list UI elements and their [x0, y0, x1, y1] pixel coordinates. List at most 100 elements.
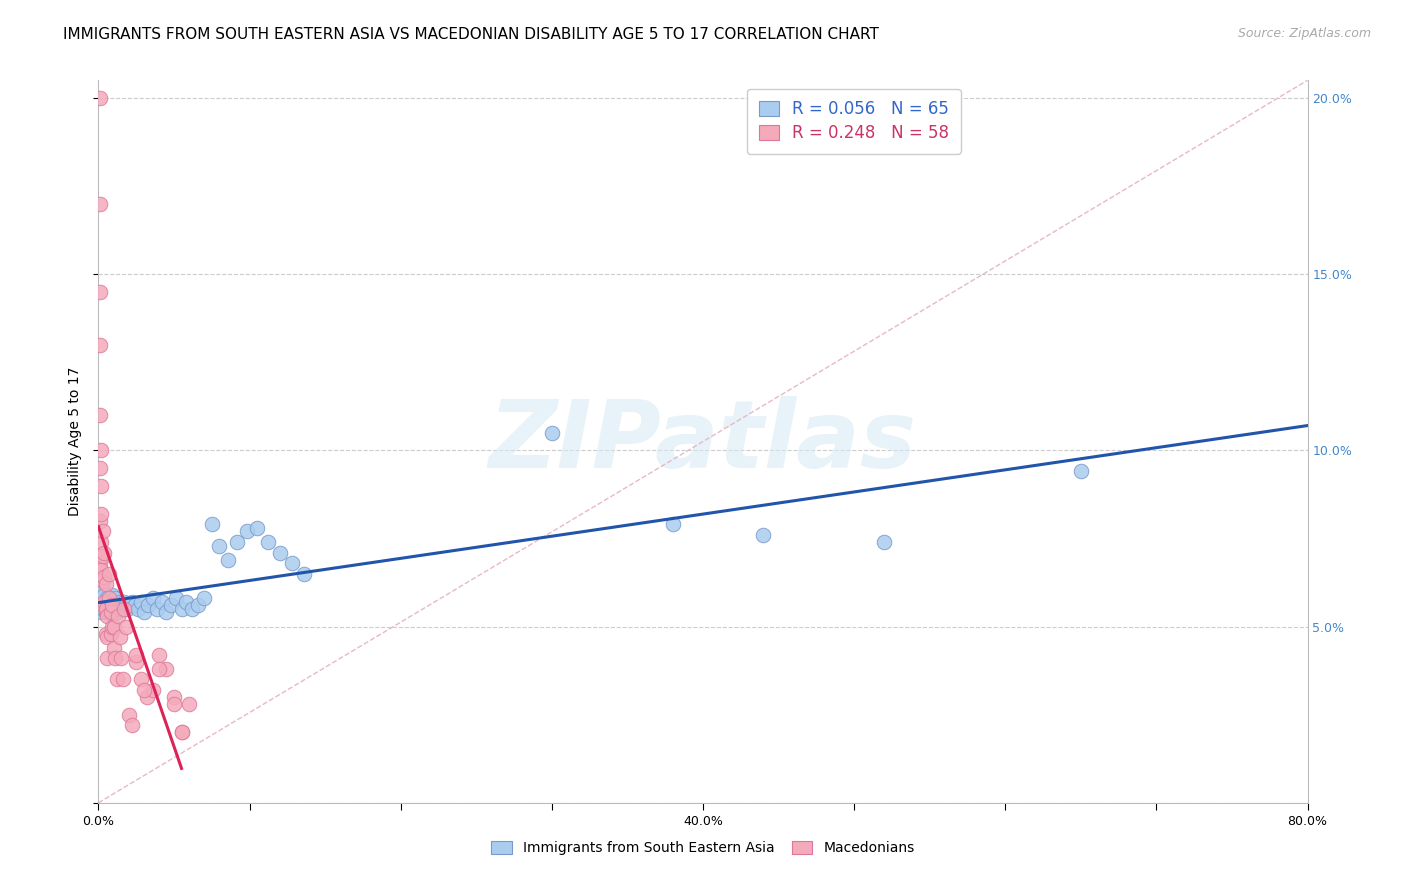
Point	[110, 651, 132, 665]
Point	[98, 606, 121, 620]
Point	[132, 606, 155, 620]
Point	[256, 535, 278, 549]
Point	[90, 535, 112, 549]
Point	[292, 566, 315, 581]
Point	[96, 591, 118, 606]
Point	[112, 602, 135, 616]
Point	[104, 591, 127, 606]
Point	[208, 539, 231, 553]
Point	[111, 673, 134, 687]
Point	[101, 599, 124, 613]
Point	[125, 655, 148, 669]
Point	[93, 545, 115, 559]
Point	[90, 606, 112, 620]
Point	[115, 602, 138, 616]
Point	[148, 662, 170, 676]
Point	[107, 602, 129, 616]
Y-axis label: Disability Age 5 to 17: Disability Age 5 to 17	[69, 367, 83, 516]
Point	[89, 285, 111, 299]
Point	[91, 524, 114, 539]
Point	[89, 514, 111, 528]
Point	[103, 640, 125, 655]
Point	[118, 707, 141, 722]
Point	[170, 725, 193, 739]
Point	[246, 521, 269, 535]
Point	[114, 599, 136, 613]
Point	[217, 552, 239, 566]
Point	[142, 683, 165, 698]
Point	[540, 425, 562, 440]
Point	[100, 591, 122, 606]
Point	[163, 690, 186, 704]
Point	[1070, 465, 1092, 479]
Point	[94, 595, 117, 609]
Point	[98, 591, 121, 606]
Point	[127, 602, 149, 616]
Point	[752, 528, 775, 542]
Point	[163, 697, 186, 711]
Point	[101, 588, 124, 602]
Point	[93, 599, 115, 613]
Point	[170, 602, 193, 616]
Point	[108, 595, 131, 609]
Point	[89, 591, 111, 606]
Point	[89, 337, 111, 351]
Point	[135, 690, 157, 704]
Point	[100, 606, 122, 620]
Point	[90, 478, 112, 492]
Point	[93, 570, 115, 584]
Point	[89, 408, 111, 422]
Point	[96, 609, 118, 624]
Point	[90, 563, 112, 577]
Point	[103, 606, 125, 620]
Point	[114, 619, 136, 633]
Point	[101, 619, 124, 633]
Point	[96, 651, 118, 665]
Point	[121, 718, 143, 732]
Point	[136, 599, 159, 613]
Point	[89, 461, 111, 475]
Point	[93, 595, 115, 609]
Point	[160, 599, 183, 613]
Point	[94, 602, 117, 616]
Point	[873, 535, 896, 549]
Point	[90, 507, 112, 521]
Point	[269, 545, 291, 559]
Point	[96, 630, 118, 644]
Point	[129, 673, 152, 687]
Point	[89, 91, 111, 105]
Point	[661, 517, 683, 532]
Point	[124, 599, 146, 613]
Point	[111, 599, 134, 613]
Point	[226, 535, 249, 549]
Point	[129, 595, 152, 609]
Point	[150, 595, 173, 609]
Legend: Immigrants from South Eastern Asia, Macedonians: Immigrants from South Eastern Asia, Mace…	[485, 836, 921, 861]
Point	[193, 591, 215, 606]
Point	[98, 599, 121, 613]
Point	[201, 517, 224, 532]
Point	[148, 648, 170, 662]
Point	[90, 595, 112, 609]
Point	[118, 599, 141, 613]
Point	[108, 630, 131, 644]
Point	[91, 584, 114, 599]
Point	[107, 609, 129, 624]
Point	[281, 556, 304, 570]
Point	[103, 619, 125, 633]
Point	[96, 602, 118, 616]
Point	[112, 595, 135, 609]
Point	[155, 606, 177, 620]
Point	[94, 577, 117, 591]
Point	[100, 626, 122, 640]
Point	[91, 599, 114, 613]
Point	[146, 602, 169, 616]
Point	[105, 606, 128, 620]
Point	[94, 626, 117, 640]
Point	[91, 591, 114, 606]
Point	[101, 599, 124, 613]
Point	[89, 196, 111, 211]
Point	[91, 549, 114, 563]
Point	[100, 602, 122, 616]
Text: ZIPatlas: ZIPatlas	[489, 395, 917, 488]
